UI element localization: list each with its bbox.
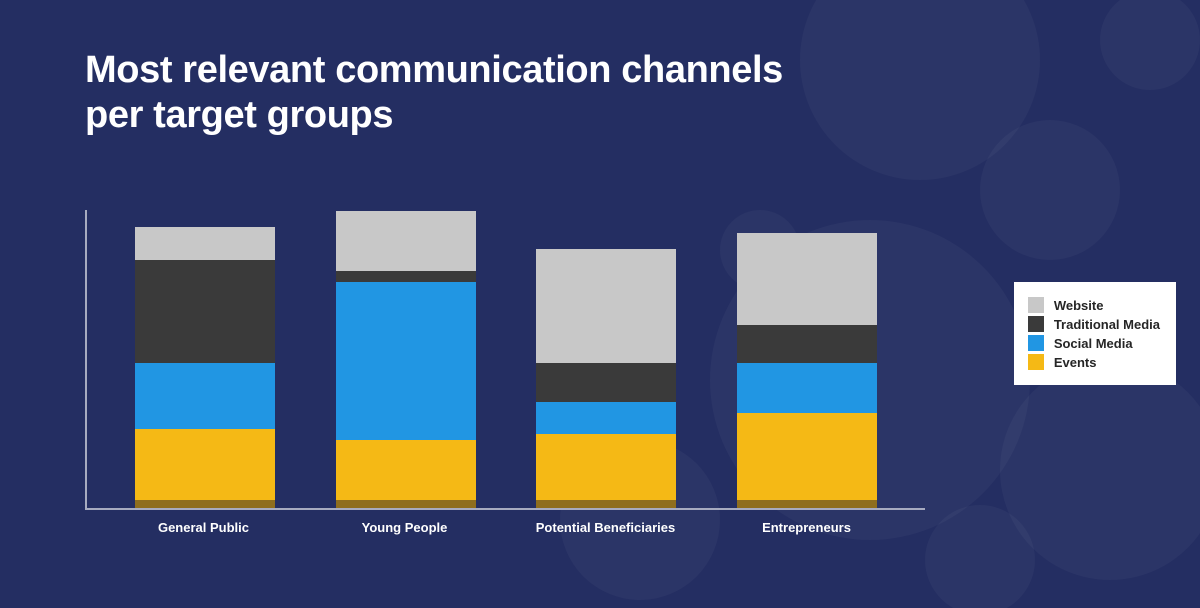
bar-column — [336, 210, 476, 508]
legend-swatch — [1028, 297, 1044, 313]
x-axis-labels: General Public Young People Potential Bene… — [85, 512, 925, 550]
bar-column — [135, 210, 275, 508]
legend: Website Traditional Media Social Media Even… — [1014, 282, 1176, 385]
legend-label: Social Media — [1054, 336, 1133, 351]
bar-segment — [737, 233, 877, 326]
title-line: Most relevant communication channels — [85, 49, 783, 91]
legend-label: Website — [1054, 298, 1104, 313]
legend-item: Social Media — [1028, 335, 1160, 351]
x-axis-label: Young People — [335, 520, 475, 550]
title-line: per target groups — [85, 94, 393, 136]
bar-segment — [336, 282, 476, 440]
bar-segment — [536, 249, 676, 364]
bar-segment — [135, 429, 275, 500]
bar-segment — [536, 434, 676, 499]
bar-segment — [737, 325, 877, 363]
bar-segment — [135, 260, 275, 364]
chart-title: Most relevant communication channelsper … — [85, 48, 1140, 138]
legend-item: Events — [1028, 354, 1160, 370]
bar-column — [536, 210, 676, 508]
bar-segment — [336, 500, 476, 508]
bar-segment — [135, 227, 275, 260]
bar-segment — [135, 500, 275, 508]
legend-swatch — [1028, 316, 1044, 332]
chart: General Public Young People Potential Bene… — [85, 210, 925, 550]
bar-segment — [336, 440, 476, 500]
bar-segment — [536, 402, 676, 435]
legend-item: Traditional Media — [1028, 316, 1160, 332]
legend-label: Traditional Media — [1054, 317, 1160, 332]
bar-segment — [336, 271, 476, 282]
bar-segment — [336, 211, 476, 271]
bar-segment — [737, 413, 877, 500]
legend-label: Events — [1054, 355, 1097, 370]
bar-column — [737, 210, 877, 508]
x-axis-label: Potential Beneficiaries — [536, 520, 676, 550]
x-axis-label: General Public — [134, 520, 274, 550]
plot-area — [85, 210, 925, 510]
bar-segment — [737, 363, 877, 412]
legend-swatch — [1028, 335, 1044, 351]
bar-segment — [536, 500, 676, 508]
bars-container — [87, 210, 925, 508]
legend-item: Website — [1028, 297, 1160, 313]
bar-segment — [737, 500, 877, 508]
bar-segment — [536, 363, 676, 401]
legend-swatch — [1028, 354, 1044, 370]
x-axis-label: Entrepreneurs — [737, 520, 877, 550]
bar-segment — [135, 363, 275, 428]
